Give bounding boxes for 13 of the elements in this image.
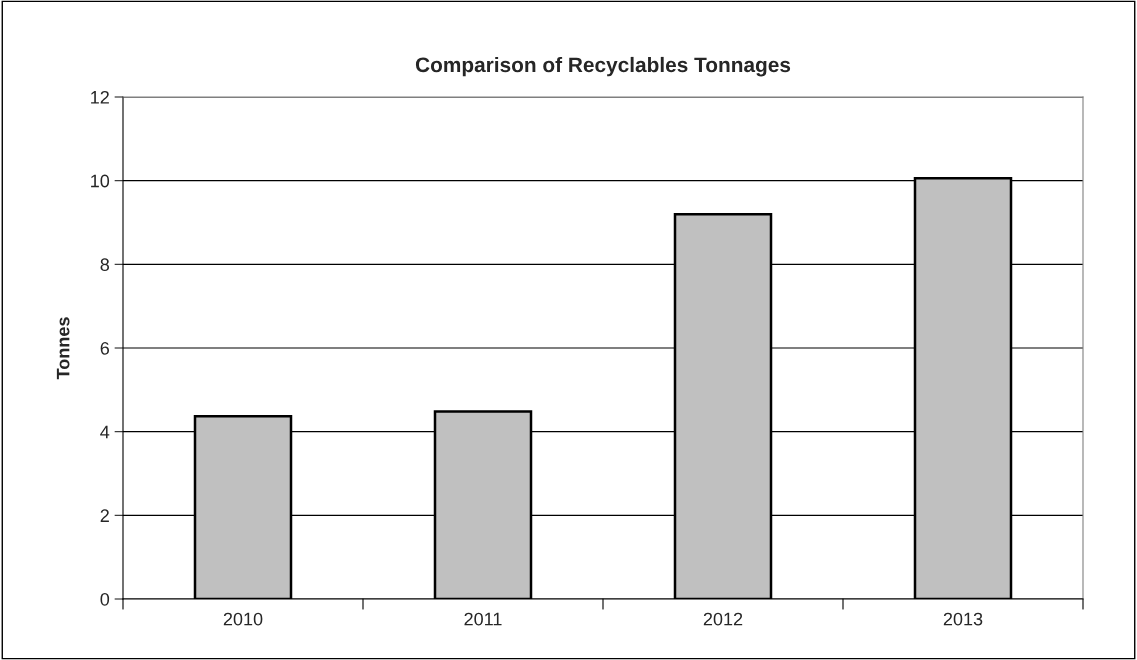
x-tick-label: 2013 [943, 612, 983, 626]
y-tick-label: 12 [91, 90, 109, 104]
x-tick-label: 2010 [223, 612, 263, 626]
x-tick-label: 2012 [703, 612, 743, 626]
y-tick-label: 0 [100, 592, 110, 606]
y-tick-label: 8 [100, 258, 110, 272]
x-tick-label: 2011 [464, 612, 502, 626]
y-tick-label: 6 [100, 341, 110, 355]
y-tick-label: 10 [91, 174, 110, 188]
y-axis-title: Tonnes [56, 317, 70, 380]
y-tick-label: 4 [100, 425, 110, 439]
chart-title: Comparison of Recyclables Tonnages [415, 56, 791, 77]
y-tick-label: 2 [100, 509, 109, 522]
